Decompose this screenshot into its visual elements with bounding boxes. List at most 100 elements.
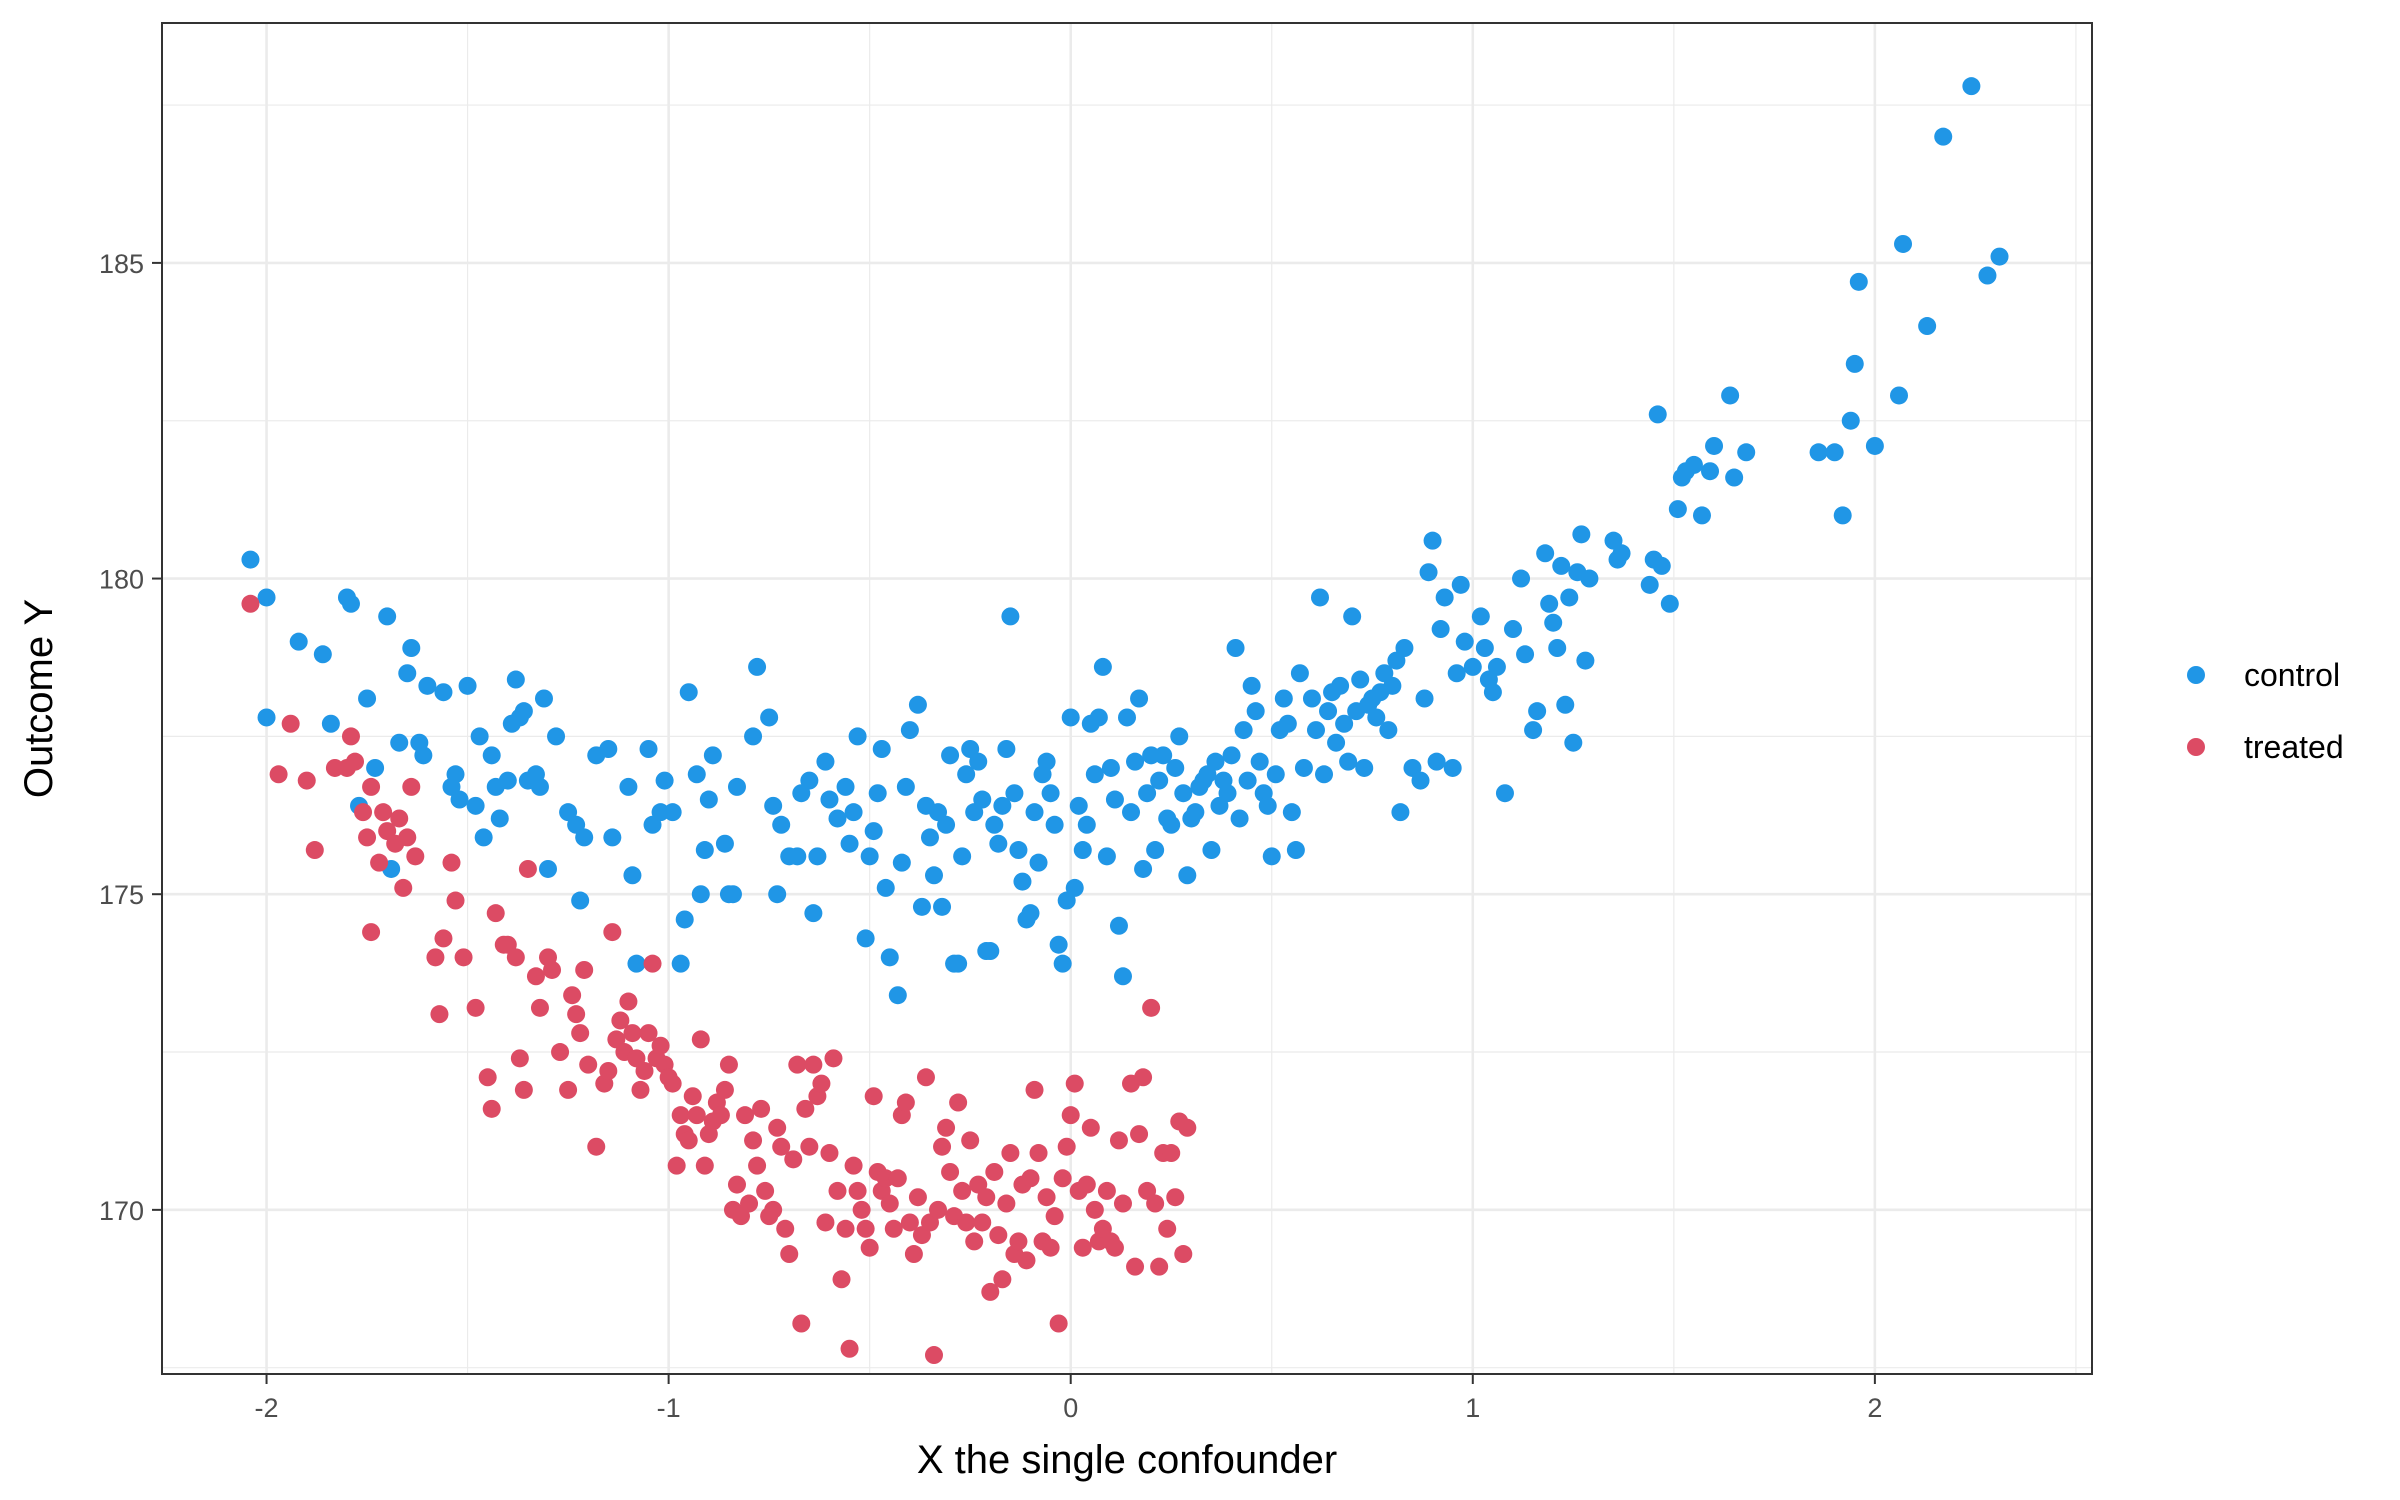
data-point-treated (623, 1024, 642, 1043)
data-point-treated (1174, 1245, 1193, 1264)
data-point-treated (346, 752, 364, 771)
data-point-treated (510, 1049, 529, 1068)
data-point-control (547, 727, 566, 746)
data-point-control (514, 702, 533, 721)
legend-key-control (2187, 666, 2205, 684)
data-point-control (1841, 411, 1860, 430)
data-point-treated (1073, 1238, 1092, 1257)
data-point-control (941, 746, 960, 765)
data-point-treated (575, 960, 594, 979)
legend-label: control (2244, 657, 2340, 693)
data-point-control (639, 740, 658, 758)
data-point-treated (1166, 1188, 1185, 1207)
data-point-control (1427, 752, 1446, 771)
data-point-control (627, 954, 646, 973)
data-point-treated (631, 1080, 650, 1099)
data-point-control (1705, 436, 1724, 455)
data-point-treated (362, 923, 381, 942)
data-point-control (358, 689, 377, 708)
data-point-control (768, 885, 787, 904)
data-point-treated (563, 986, 582, 1005)
data-point-treated (961, 1131, 980, 1150)
data-point-treated (430, 1005, 449, 1024)
data-point-treated (784, 1150, 803, 1169)
data-point-control (973, 790, 992, 809)
data-point-control (571, 891, 590, 910)
data-point-control (1918, 317, 1937, 336)
data-point-control (953, 847, 972, 866)
data-point-treated (466, 998, 485, 1017)
data-point-treated (756, 1181, 775, 1200)
data-point-treated (1045, 1207, 1064, 1226)
data-point-treated (1109, 1131, 1128, 1150)
data-point-treated (953, 1181, 972, 1200)
data-point-treated (281, 714, 300, 733)
data-point-treated (744, 1131, 763, 1150)
data-point-treated (1158, 1219, 1177, 1238)
data-point-control (1355, 758, 1374, 777)
data-point-control (836, 777, 855, 796)
data-point-control (1154, 746, 1173, 765)
y-axis-ticks: 170 175 180 185 (99, 249, 162, 1226)
data-point-treated (804, 1055, 823, 1074)
data-point-treated (374, 803, 393, 822)
data-point-control (985, 815, 1004, 834)
data-point-treated (844, 1156, 863, 1175)
data-point-treated (997, 1194, 1016, 1213)
data-point-treated (985, 1162, 1004, 1181)
data-point-treated (579, 1055, 598, 1074)
data-point-treated (559, 1080, 578, 1099)
data-point-control (1701, 462, 1720, 481)
data-point-control (450, 790, 469, 809)
data-point-control (1544, 613, 1563, 632)
data-point-treated (925, 1346, 943, 1365)
data-point-control (1073, 841, 1092, 860)
data-point-treated (571, 1024, 590, 1043)
data-point-treated (486, 904, 505, 923)
x-tick-label: 0 (1063, 1393, 1078, 1423)
data-point-control (788, 847, 807, 866)
data-point-control (1077, 815, 1096, 834)
data-point-control (908, 695, 927, 714)
data-point-treated (402, 777, 421, 796)
legend-item-treated: treated (2187, 729, 2344, 765)
data-point-control (1391, 803, 1410, 822)
data-point-control (1186, 803, 1205, 822)
data-point-control (671, 954, 690, 973)
data-point-control (1122, 803, 1141, 822)
data-point-treated (454, 948, 473, 967)
data-point-control (828, 809, 847, 828)
data-point-control (1684, 455, 1703, 474)
data-point-control (1725, 468, 1744, 487)
data-point-control (1053, 954, 1072, 973)
data-point-control (1809, 443, 1828, 462)
data-point-treated (603, 923, 622, 942)
data-point-control (603, 828, 622, 847)
data-point-control (969, 752, 988, 771)
data-point-control (675, 910, 694, 929)
data-point-treated (1150, 1257, 1169, 1276)
data-point-control (506, 670, 525, 689)
data-point-treated (836, 1219, 855, 1238)
data-point-treated (482, 1099, 501, 1118)
data-point-treated (567, 1005, 586, 1024)
data-point-control (1327, 733, 1346, 752)
data-point-control (844, 803, 863, 822)
data-point-treated (679, 1131, 698, 1150)
y-tick-label: 180 (99, 565, 144, 595)
data-point-control (860, 847, 879, 866)
data-point-control (1395, 639, 1414, 657)
data-point-control (723, 885, 742, 904)
data-point-treated (354, 803, 373, 822)
data-point-control (1013, 872, 1032, 891)
data-point-control (1138, 784, 1157, 803)
x-axis-title: X the single confounder (917, 1438, 1337, 1482)
data-point-treated (1126, 1257, 1145, 1276)
x-tick-label: 2 (1867, 1393, 1882, 1423)
data-point-control (1512, 569, 1531, 588)
data-point-control (1282, 803, 1301, 822)
data-point-treated (643, 954, 662, 973)
data-point-treated (687, 1106, 706, 1125)
data-point-control (599, 740, 618, 758)
data-point-treated (973, 1213, 992, 1232)
